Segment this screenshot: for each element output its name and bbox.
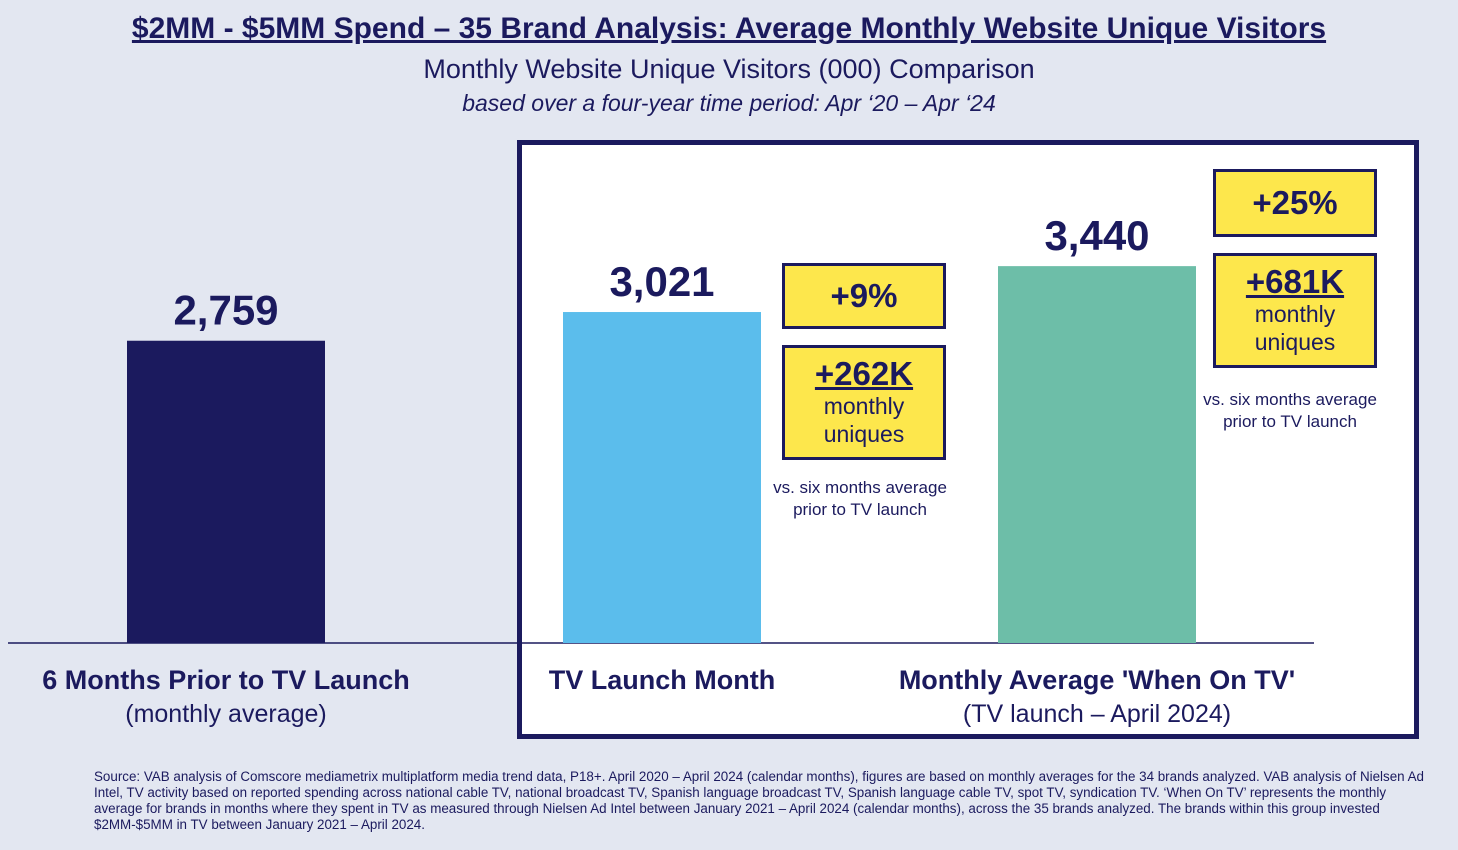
- category-label-3: Monthly Average 'When On TV': [899, 665, 1295, 695]
- bar-value-label-3: 3,440: [1044, 212, 1149, 259]
- callout-pct-when-on-tv: +25%: [1213, 169, 1377, 237]
- callout-unit-text: monthly uniques: [823, 393, 905, 447]
- comparison-note-when-on-tv: vs. six months average prior to TV launc…: [1203, 390, 1377, 431]
- callout-unit-text: monthly uniques: [1254, 301, 1336, 355]
- callout-abs-launch: +262K monthly uniques: [782, 345, 946, 460]
- category-sublabel-1: (monthly average): [125, 700, 326, 728]
- bar-value-label-1: 2,759: [173, 287, 278, 334]
- bar-1: [127, 340, 325, 643]
- category-sublabel-3: (TV launch – April 2024): [963, 700, 1231, 728]
- comparison-note-launch: vs. six months average prior to TV launc…: [773, 478, 947, 519]
- callout-abs-value: +681K: [1245, 263, 1345, 300]
- callout-abs-when-on-tv: +681K monthly uniques: [1213, 253, 1377, 368]
- bar-chart: 2,759 6 Months Prior to TV Launch (monthly…: [8, 212, 1314, 728]
- source-footnote: Source: VAB analysis of Comscore mediame…: [94, 769, 1424, 832]
- bar-2: [563, 312, 761, 643]
- chart-subtitle: Monthly Website Unique Visitors (000) Co…: [423, 54, 1035, 84]
- category-label-1: 6 Months Prior to TV Launch: [42, 665, 410, 695]
- chart-title: $2MM - $5MM Spend – 35 Brand Analysis: A…: [131, 12, 1327, 45]
- callout-pct-launch: +9%: [782, 263, 946, 329]
- bar-3: [998, 266, 1196, 643]
- time-period-note: based over a four-year time period: Apr …: [462, 90, 996, 116]
- category-label-2: TV Launch Month: [549, 665, 775, 695]
- bar-value-label-2: 3,021: [609, 258, 714, 305]
- bars-group: 2,759 6 Months Prior to TV Launch (monthly…: [42, 212, 1295, 728]
- callout-abs-value: +262K: [814, 355, 914, 392]
